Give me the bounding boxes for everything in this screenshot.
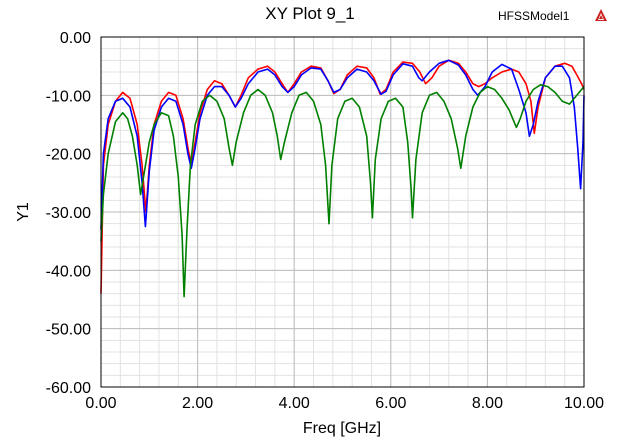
chart-title: XY Plot 9_1 [265, 4, 355, 23]
y-tick-label: -60.00 [46, 380, 91, 397]
series-layer [100, 59, 585, 298]
x-tick-label: 10.00 [564, 395, 604, 412]
major-grid [101, 37, 584, 387]
x-tick-label: 0.00 [85, 395, 116, 412]
y-tick-label: -20.00 [46, 147, 91, 164]
hfss-logo-icon[interactable] [594, 8, 608, 22]
plot-frame [100, 36, 585, 388]
y-axis-ticks: 0.00 -10.00 -20.00 -30.00 -40.00 -50.00 -60.00 [46, 30, 91, 397]
y-tick-label: -10.00 [46, 88, 91, 105]
y-tick-label: -40.00 [46, 263, 91, 280]
y-tick-label: -30.00 [46, 205, 91, 222]
x-tick-label: 2.00 [182, 395, 213, 412]
x-tick-label: 8.00 [472, 395, 503, 412]
x-tick-label: 6.00 [375, 395, 406, 412]
x-axis-ticks: 0.00 2.00 4.00 6.00 8.00 10.00 [85, 395, 604, 412]
model-name-label: HFSSModel1 [498, 9, 570, 23]
series-line-2[interactable] [100, 59, 585, 230]
x-tick-label: 4.00 [279, 395, 310, 412]
y-axis-title: Y1 [15, 202, 32, 222]
series-line-3[interactable] [100, 84, 585, 298]
x-axis-title: Freq [GHz] [303, 420, 381, 437]
y-tick-label: 0.00 [60, 30, 91, 47]
y-tick-label: -50.00 [46, 322, 91, 339]
